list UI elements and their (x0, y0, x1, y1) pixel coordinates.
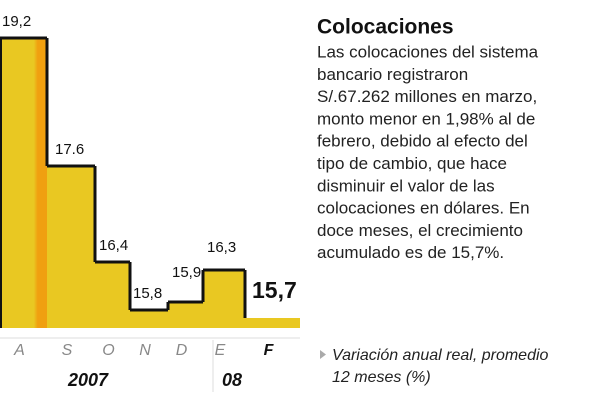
step-fill (47, 166, 95, 328)
value-label: 16,3 (207, 239, 236, 256)
step-fill (203, 270, 245, 328)
category-label: F (264, 342, 275, 359)
title: Colocaciones (317, 16, 454, 39)
group-label: 08 (222, 370, 242, 390)
body-line: doce meses, el crecimiento (317, 221, 523, 240)
category-label: S (62, 342, 73, 359)
body-line: colocaciones en dólares. En (317, 199, 530, 218)
body-line: acumulado es de 15,7%. (317, 243, 504, 262)
body-line: febrero, debido al efecto del (317, 132, 528, 151)
note-line: Variación anual real, promedio (332, 347, 549, 364)
value-label: 16,4 (99, 237, 128, 254)
body-line: S/.67.262 millones en marzo, (317, 87, 537, 106)
category-label: O (102, 342, 114, 359)
step-fill (245, 318, 300, 328)
category-label: A (13, 342, 25, 359)
value-label: 15,9 (172, 264, 201, 281)
category-label: N (139, 342, 151, 359)
note-line: 12 meses (%) (332, 369, 431, 386)
note-marker (320, 350, 326, 359)
group-label: 2007 (67, 370, 109, 390)
body-line: tipo de cambio, que hace (317, 154, 507, 173)
category-label: D (176, 342, 188, 359)
body-line: bancario registraron (317, 65, 468, 84)
body-line: disminuir el valor de las (317, 176, 495, 195)
value-label: 17.6 (55, 141, 84, 158)
step-fill (130, 310, 168, 328)
step-fill (168, 302, 203, 328)
category-label: E (215, 342, 226, 359)
step-fill (0, 38, 47, 328)
step-fill (95, 262, 130, 328)
value-label: 15,8 (133, 285, 162, 302)
body-line: Las colocaciones del sistema (317, 42, 539, 61)
body-line: monto menor en 1,98% al de (317, 109, 535, 128)
value-label: 19,2 (2, 13, 31, 30)
value-label: 15,7 (252, 277, 297, 303)
